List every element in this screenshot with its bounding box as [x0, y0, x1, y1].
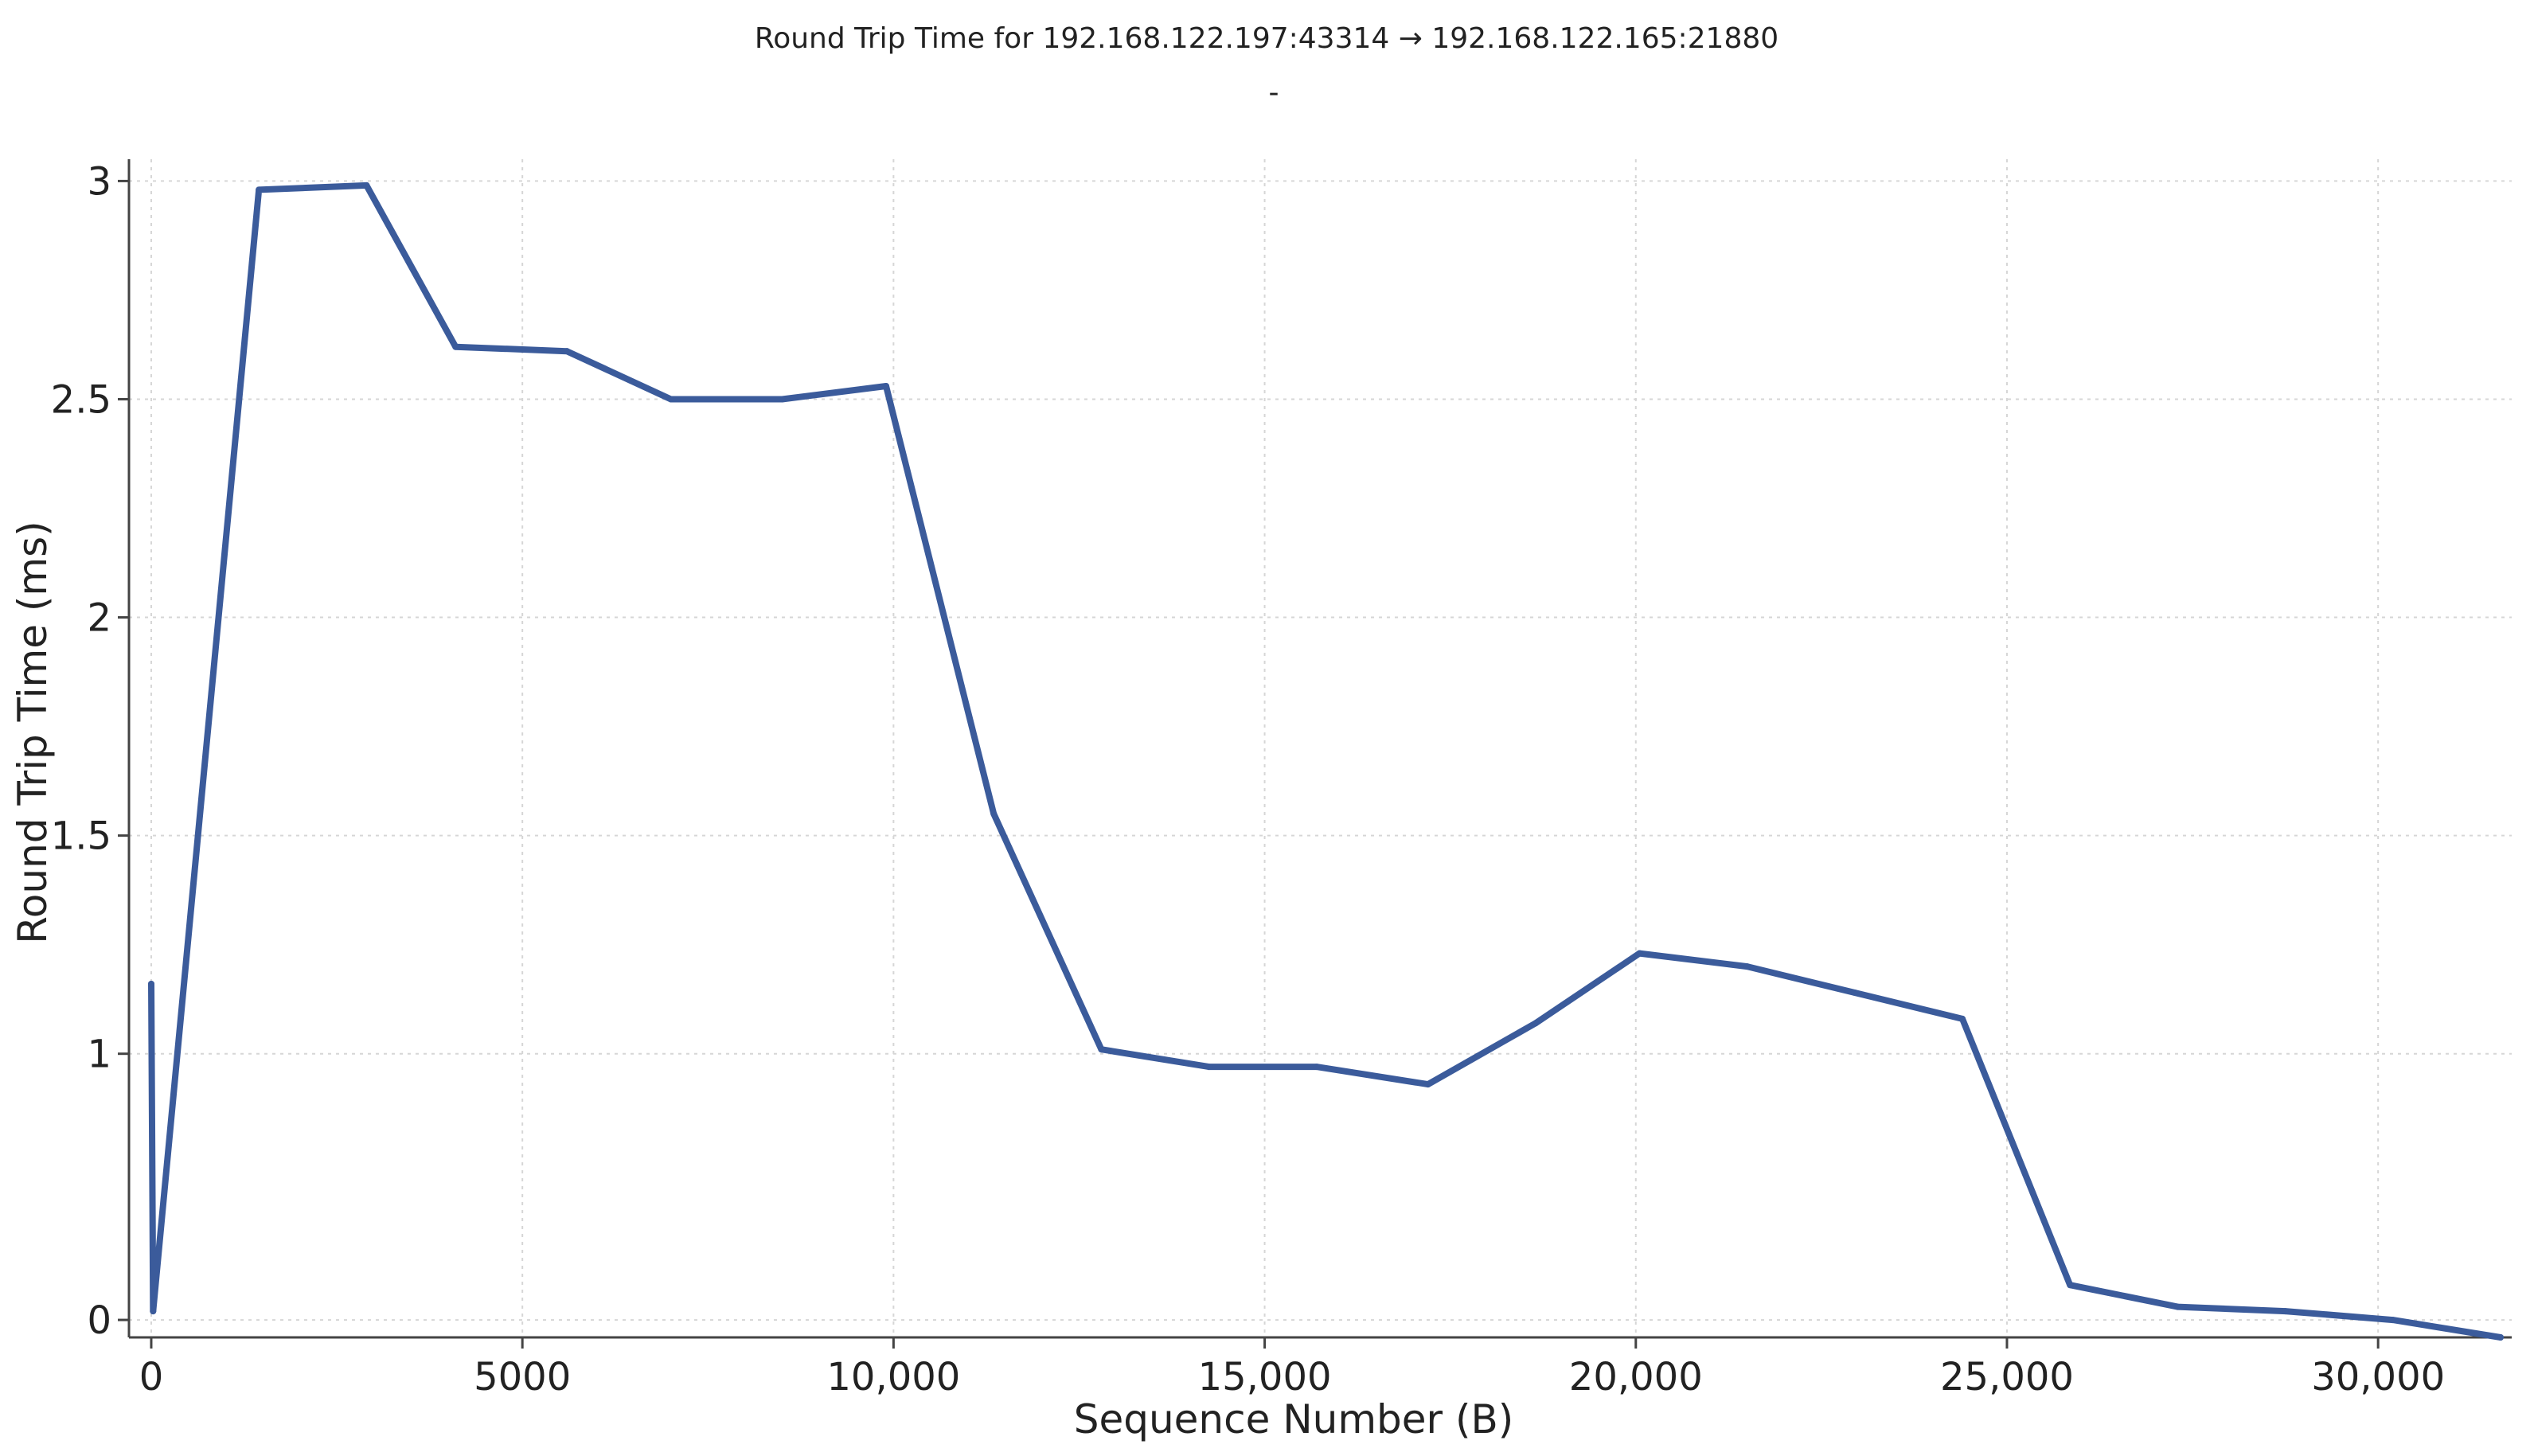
data-point	[2497, 1334, 2505, 1341]
data-point	[1532, 1020, 1539, 1027]
y-tick-label: 3	[87, 159, 111, 204]
y-axis-label: Round Trip Time (ms)	[10, 521, 56, 943]
x-tick-label: 30,000	[2311, 1355, 2445, 1399]
data-point	[1636, 950, 1643, 957]
data-point	[2389, 1317, 2396, 1324]
rtt-series-line	[148, 182, 2504, 1341]
series	[147, 182, 2505, 1341]
data-point	[2282, 1308, 2289, 1315]
y-tick-label: 1	[87, 1032, 111, 1077]
data-point	[990, 810, 998, 818]
data-point	[2174, 1303, 2181, 1310]
chart-title: Round Trip Time for 192.168.122.197:4331…	[755, 22, 1778, 55]
x-tick-label: 0	[139, 1355, 164, 1399]
data-point	[564, 348, 571, 355]
data-point	[1743, 963, 1751, 970]
grid	[129, 159, 2512, 1337]
data-point	[1313, 1064, 1320, 1071]
x-tick-label: 5000	[474, 1355, 571, 1399]
y-tick-label: 0	[87, 1298, 111, 1343]
data-point	[256, 186, 263, 193]
data-point	[1424, 1081, 1431, 1088]
x-axis-label: Sequence Number (B)	[1074, 1396, 1514, 1442]
data-point	[147, 981, 154, 987]
axes	[118, 159, 2512, 1349]
x-tick-label: 10,000	[826, 1355, 960, 1399]
data-point	[1959, 1015, 1966, 1022]
x-tick-label: 15,000	[1198, 1355, 1332, 1399]
data-point	[1098, 1046, 1105, 1053]
chart-subtitle: -	[1269, 76, 1279, 109]
y-tick-label: 2	[87, 596, 111, 641]
tick-labels: 0 5000 10,000 15,000 20,000 25,000 30,000 0 1 1.5…	[51, 159, 2445, 1399]
data-point	[1205, 1064, 1212, 1071]
data-point	[150, 1308, 157, 1315]
data-point	[883, 383, 890, 390]
data-point	[2067, 1282, 2074, 1289]
x-tick-label: 25,000	[1940, 1355, 2074, 1399]
data-point	[363, 182, 370, 189]
y-tick-label: 1.5	[51, 814, 111, 859]
data-point	[452, 343, 459, 350]
data-point	[779, 396, 786, 403]
data-point	[667, 396, 674, 403]
y-tick-label: 2.5	[51, 377, 111, 422]
x-tick-label: 20,000	[1569, 1355, 1703, 1399]
data-point	[1851, 989, 1858, 996]
